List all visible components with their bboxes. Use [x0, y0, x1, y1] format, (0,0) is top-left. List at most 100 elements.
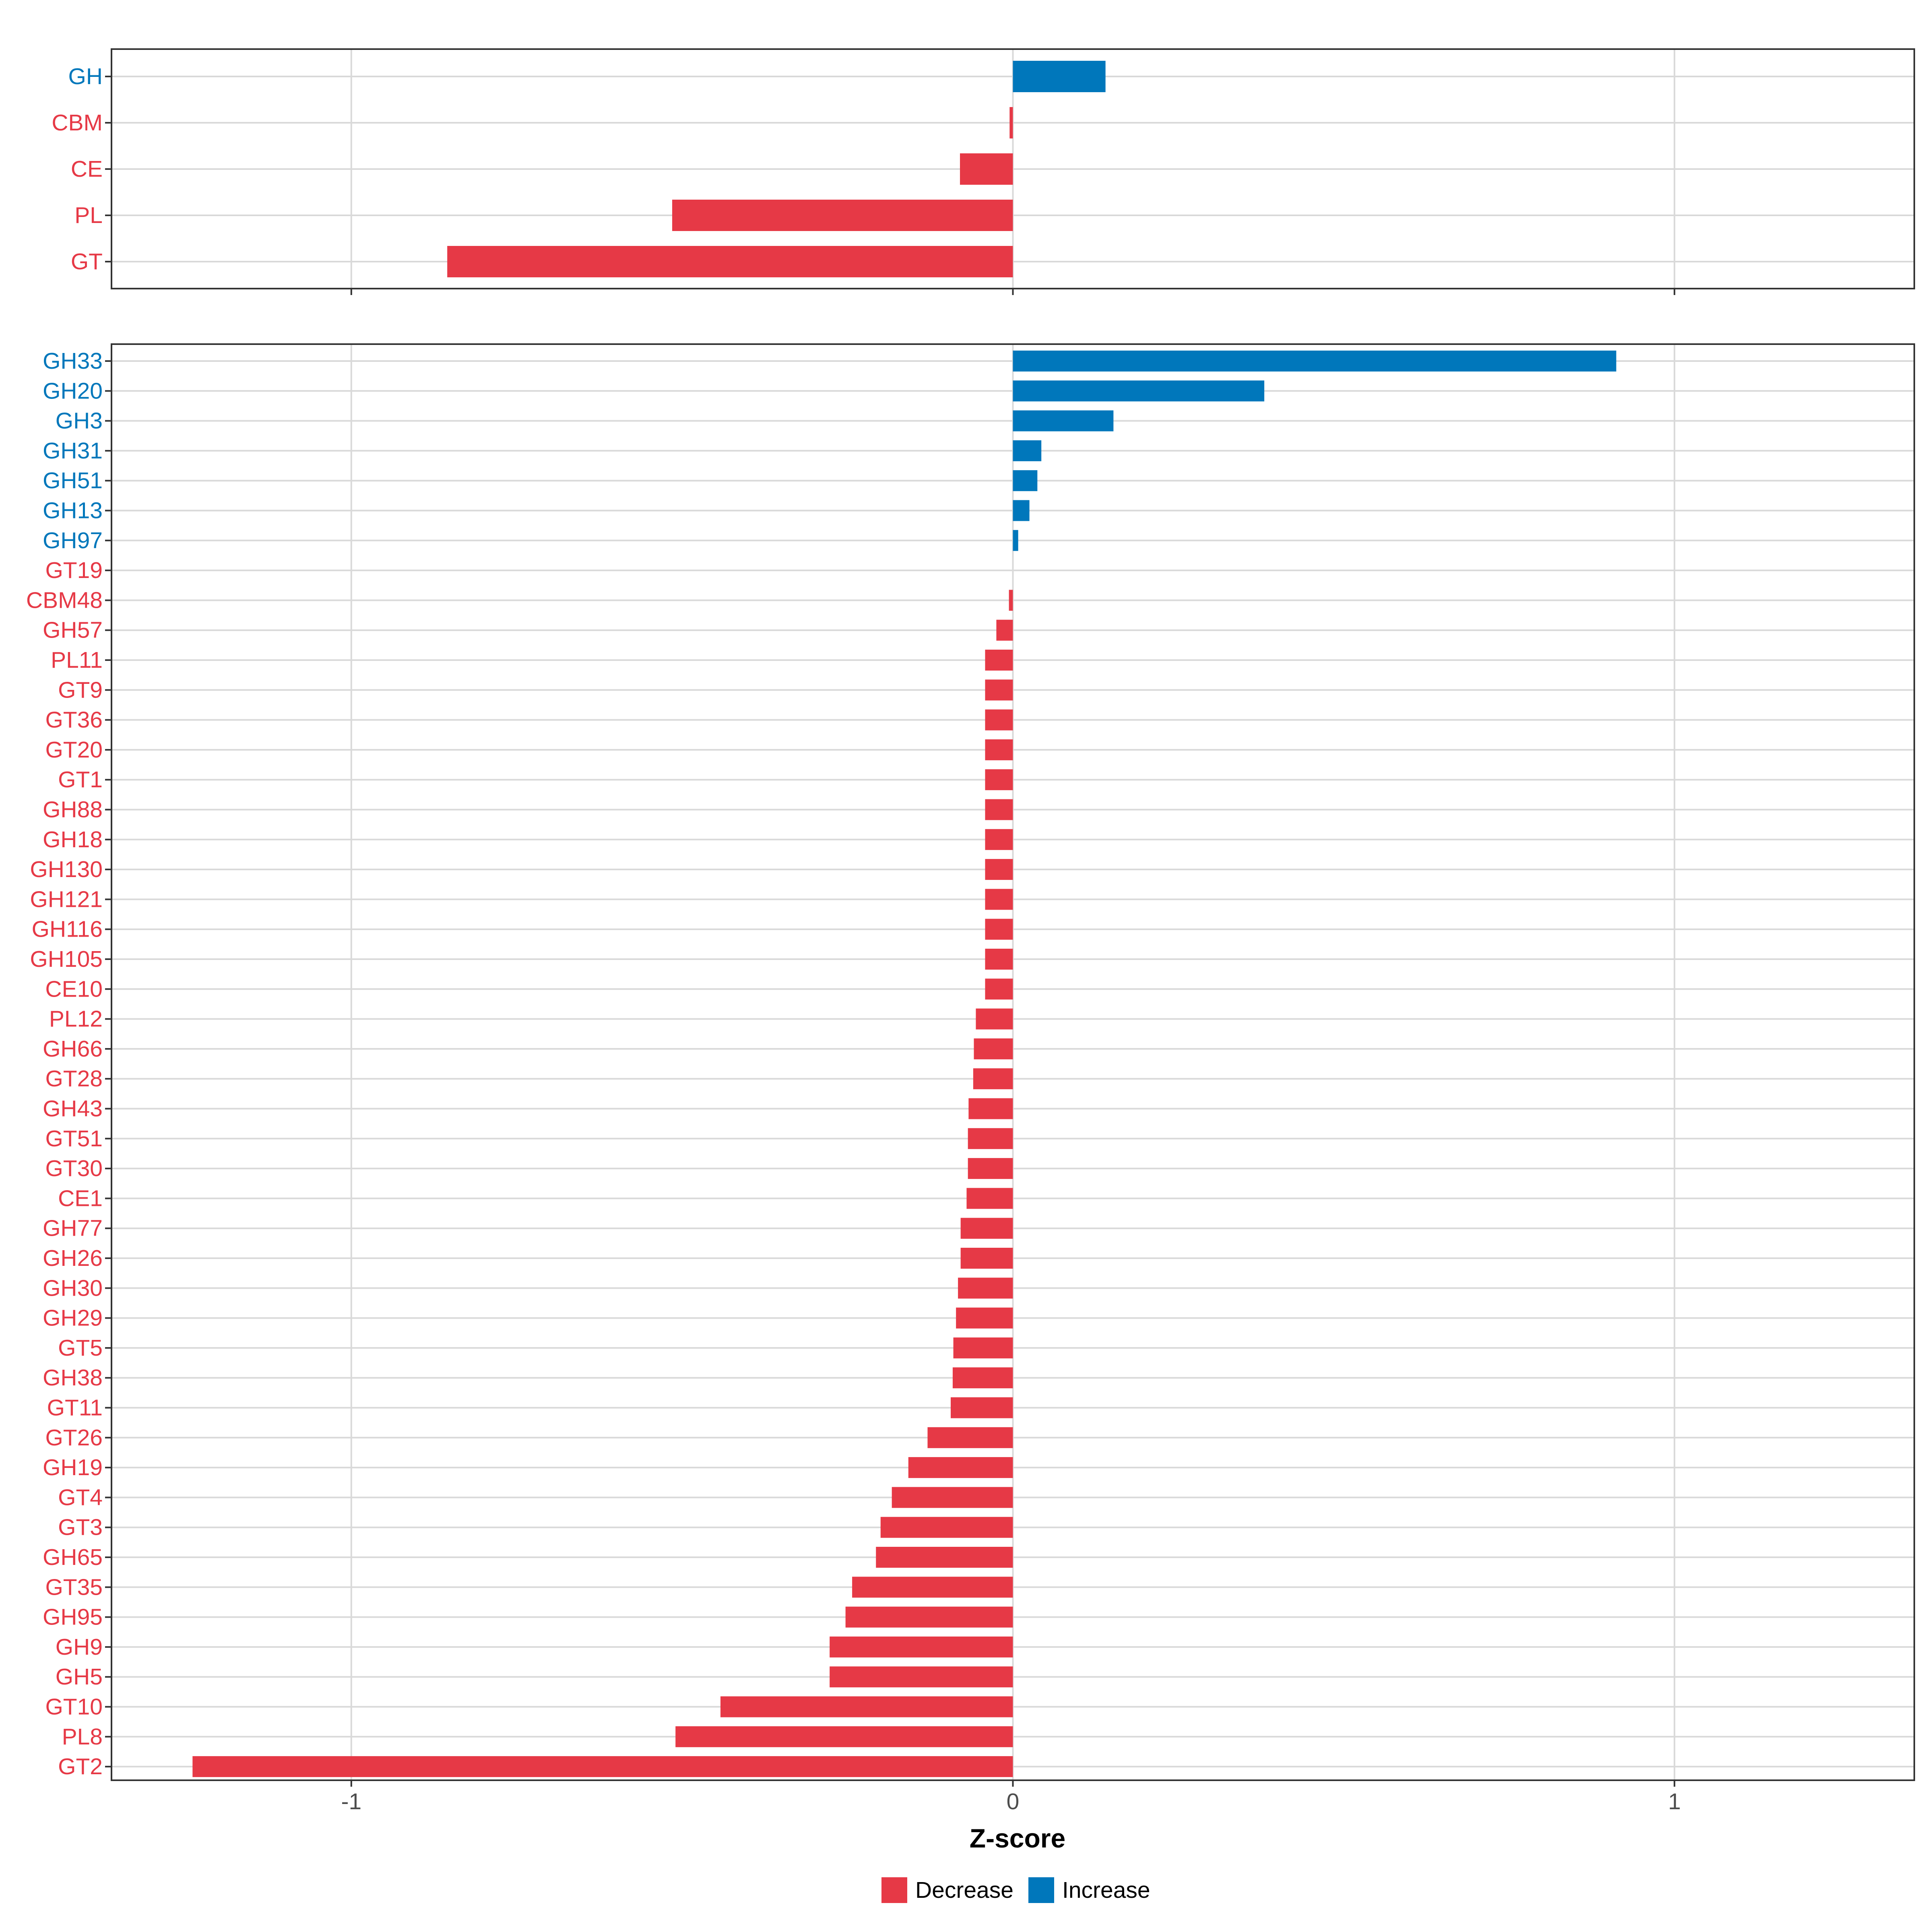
bar-gh95: [845, 1606, 1013, 1628]
y-tick-label-gh66: GH66: [43, 1036, 103, 1062]
y-tick-label-gh95: GH95: [43, 1604, 103, 1630]
y-tick-label-gt: GT: [71, 249, 103, 275]
x-axis-title: Z-score: [970, 1823, 1065, 1853]
bar-ce1: [966, 1188, 1013, 1209]
bar-gt9: [985, 679, 1013, 701]
bar-gh18: [985, 829, 1013, 850]
y-tick-label-gt1: GT1: [58, 767, 103, 793]
y-tick-label-pl12: PL12: [49, 1006, 103, 1032]
y-tick-label-ce1: CE1: [58, 1185, 103, 1211]
y-tick-label-gt26: GT26: [45, 1425, 103, 1451]
bar-gt28: [973, 1068, 1013, 1090]
y-tick-label-gh105: GH105: [30, 946, 103, 972]
bar-gt30: [968, 1158, 1013, 1179]
y-tick-label-gh121: GH121: [30, 886, 103, 912]
y-tick-label-gh29: GH29: [43, 1305, 103, 1331]
bar-gh: [1013, 61, 1106, 92]
bar-gh77: [960, 1218, 1013, 1239]
legend-label-decrease: Decrease: [915, 1877, 1013, 1903]
y-tick-label-gh5: GH5: [56, 1664, 103, 1690]
y-tick-label-gt36: GT36: [45, 707, 103, 733]
bar-gh38: [952, 1367, 1013, 1389]
bar-ce10: [985, 978, 1013, 1000]
y-tick-label-gh9: GH9: [56, 1634, 103, 1660]
y-tick-label-gh26: GH26: [43, 1245, 103, 1271]
y-tick-label-gt28: GT28: [45, 1066, 103, 1092]
x-tick-label: -1: [341, 1789, 361, 1814]
y-tick-label-gh97: GH97: [43, 528, 103, 553]
y-tick-label-ce10: CE10: [45, 976, 103, 1002]
y-tick-label-gh18: GH18: [43, 827, 103, 852]
y-tick-label-gt5: GT5: [58, 1335, 103, 1361]
bar-pl8: [675, 1726, 1013, 1747]
y-tick-label-gh19: GH19: [43, 1455, 103, 1480]
x-tick-label: 0: [1007, 1789, 1020, 1814]
bar-gh33: [1013, 351, 1616, 372]
bar-gt20: [985, 739, 1013, 760]
y-tick-label-gh65: GH65: [43, 1544, 103, 1570]
bar-gt3: [880, 1517, 1013, 1538]
y-tick-label-gt3: GT3: [58, 1515, 103, 1540]
y-tick-label-pl11: PL11: [51, 647, 103, 673]
y-tick-label-gt19: GT19: [45, 557, 103, 583]
y-tick-label-gt9: GT9: [58, 677, 103, 703]
bar-cbm48: [1009, 590, 1013, 611]
y-tick-label-gh33: GH33: [43, 348, 103, 374]
bar-gh57: [996, 619, 1013, 641]
bar-gh13: [1013, 500, 1030, 521]
bar-gh43: [968, 1098, 1013, 1119]
bar-gh130: [985, 859, 1013, 880]
bar-gh5: [830, 1666, 1013, 1688]
bar-cbm: [1009, 107, 1013, 138]
bottom-panel: GH33GH20GH3GH31GH51GH13GH97GT19CBM48GH57…: [26, 343, 1915, 1814]
legend-key-decrease: [881, 1877, 907, 1903]
y-tick-label-gh31: GH31: [43, 438, 103, 464]
y-tick-label-gh30: GH30: [43, 1275, 103, 1301]
bar-gt11: [950, 1397, 1013, 1418]
bar-gh97: [1013, 530, 1018, 551]
y-tick-label-gh77: GH77: [43, 1216, 103, 1241]
bar-gt4: [892, 1487, 1013, 1508]
bar-gt1: [985, 769, 1013, 791]
legend-key-increase: [1028, 1877, 1054, 1903]
legend: Decrease Increase: [881, 1877, 1150, 1903]
y-tick-label-pl8: PL8: [62, 1724, 103, 1750]
bar-gh51: [1013, 470, 1038, 491]
bar-pl11: [985, 650, 1013, 671]
y-tick-label-gt35: GT35: [45, 1574, 103, 1600]
bar-ce: [960, 153, 1013, 185]
y-tick-label-gt30: GT30: [45, 1156, 103, 1181]
bar-gh20: [1013, 380, 1265, 402]
bar-gh66: [974, 1038, 1013, 1059]
y-tick-label-gh3: GH3: [56, 408, 103, 434]
bar-gh3: [1013, 410, 1114, 431]
bar-gh9: [830, 1636, 1013, 1657]
y-tick-label-cbm48: CBM48: [26, 587, 103, 613]
y-tick-label-gh51: GH51: [43, 468, 103, 493]
y-tick-label-gt11: GT11: [47, 1395, 103, 1421]
bar-gh65: [876, 1547, 1013, 1568]
y-tick-label-pl: PL: [74, 202, 103, 228]
bar-gh30: [958, 1278, 1013, 1299]
bar-gt5: [953, 1337, 1013, 1358]
y-tick-label-gh38: GH38: [43, 1365, 103, 1391]
bar-gh19: [908, 1457, 1013, 1478]
y-tick-label-gh20: GH20: [43, 378, 103, 404]
bar-gt2: [192, 1756, 1013, 1777]
y-tick-label-gh116: GH116: [32, 916, 103, 942]
bar-pl: [672, 200, 1013, 231]
y-tick-label-gh: GH: [68, 64, 103, 89]
bar-gt51: [968, 1128, 1013, 1149]
bar-gh29: [956, 1307, 1013, 1329]
y-tick-label-gh57: GH57: [43, 617, 103, 643]
y-tick-label-gh88: GH88: [43, 797, 103, 823]
y-tick-label-gt20: GT20: [45, 737, 103, 763]
bar-gh121: [985, 889, 1013, 910]
y-tick-label-gh130: GH130: [30, 857, 103, 882]
bar-gt36: [985, 709, 1013, 731]
bar-gt10: [720, 1696, 1013, 1717]
bar-gt: [447, 246, 1013, 277]
bar-gh88: [985, 799, 1013, 820]
y-tick-label-gt4: GT4: [58, 1484, 103, 1510]
